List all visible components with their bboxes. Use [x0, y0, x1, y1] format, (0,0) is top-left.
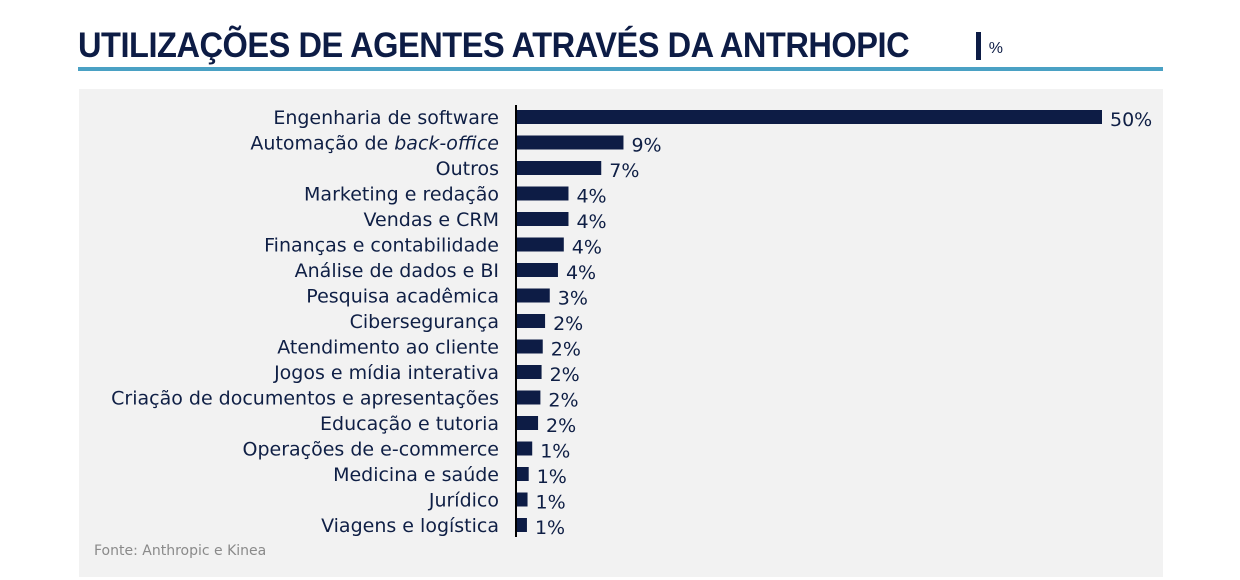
- value-label: 2%: [551, 339, 581, 361]
- category-label: Finanças e contabilidade: [264, 235, 499, 257]
- source-note: Fonte: Anthropic e Kinea: [94, 543, 267, 559]
- bar: [517, 186, 569, 201]
- chart-panel: Engenharia de software 50% Automação de ba…: [79, 89, 1163, 577]
- value-label: 4%: [572, 237, 602, 259]
- category-label: Automação de back-office: [250, 133, 499, 155]
- category-label: Análise de dados e BI: [295, 260, 499, 282]
- category-label: Marketing e redação: [304, 184, 499, 206]
- bar: [517, 441, 533, 456]
- category-label: Cibersegurança: [350, 311, 499, 333]
- bar: [517, 416, 539, 430]
- bar: [517, 467, 529, 481]
- category-label: Jurídico: [428, 490, 499, 512]
- category-label: Pesquisa acadêmica: [306, 286, 499, 308]
- chart-title: UTILIZAÇÕES DE AGENTES ATRAVÉS DA ANTRHO…: [78, 26, 910, 65]
- value-label: 2%: [550, 364, 580, 386]
- title-separator: [975, 32, 981, 60]
- category-label: Atendimento ao cliente: [277, 337, 499, 359]
- bar: [517, 212, 569, 226]
- title-underline: [78, 67, 1163, 71]
- bar: [517, 161, 602, 175]
- value-label: 4%: [576, 211, 606, 233]
- value-label: 2%: [548, 390, 578, 412]
- category-label: Engenharia de software: [273, 107, 499, 129]
- value-label: 2%: [546, 415, 576, 437]
- unit-label: %: [988, 40, 1003, 57]
- bar: [517, 288, 550, 303]
- bar: [517, 110, 1102, 124]
- value-label: 1%: [535, 517, 565, 539]
- chart-header: UTILIZAÇÕES DE AGENTES ATRAVÉS DA ANTRHO…: [78, 16, 1003, 66]
- category-label: Vendas e CRM: [364, 209, 500, 231]
- value-label: 50%: [1110, 109, 1152, 131]
- category-label: Viagens e logística: [321, 515, 499, 537]
- category-label: Outros: [436, 158, 499, 180]
- value-label: 9%: [631, 135, 661, 157]
- bar: [517, 314, 546, 328]
- bar: [517, 365, 542, 379]
- bar-chart: Engenharia de software 50% Automação de ba…: [111, 105, 1152, 539]
- category-label: Operações de e-commerce: [243, 439, 500, 461]
- value-label: 2%: [553, 313, 583, 335]
- value-label: 3%: [558, 288, 588, 310]
- bar: [517, 492, 528, 507]
- value-label: 1%: [540, 441, 570, 463]
- category-label: Educação e tutoria: [320, 413, 499, 435]
- bar: [517, 390, 541, 405]
- value-label: 7%: [609, 160, 639, 182]
- value-label: 1%: [536, 492, 566, 514]
- bar: [517, 237, 564, 252]
- value-label: 4%: [576, 186, 606, 208]
- bar: [517, 135, 624, 150]
- bar: [517, 518, 527, 532]
- bar: [517, 263, 558, 277]
- category-label: Criação de documentos e apresentações: [111, 388, 499, 410]
- category-label: Medicina e saúde: [333, 464, 499, 486]
- category-label: Jogos e mídia interativa: [273, 362, 499, 384]
- value-label: 1%: [537, 466, 567, 488]
- bar: [517, 339, 543, 354]
- value-label: 4%: [566, 262, 596, 284]
